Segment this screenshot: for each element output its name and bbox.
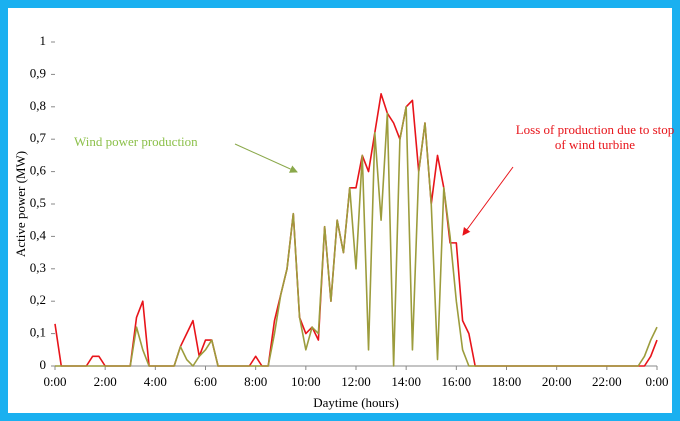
- annotation-arrow: [462, 166, 514, 236]
- x-tick-label: 10:00: [291, 374, 321, 389]
- x-tick-label: 4:00: [144, 374, 167, 389]
- y-axis-title: Active power (MW): [13, 151, 28, 257]
- y-tick-label: 0: [40, 357, 47, 372]
- x-tick-label: 8:00: [244, 374, 267, 389]
- series-line: [55, 106, 658, 367]
- x-tick-label: 16:00: [442, 374, 472, 389]
- y-tick-label: 0,9: [30, 65, 46, 80]
- y-tick-label: 0,5: [30, 195, 46, 210]
- y-tick-label: 0,2: [30, 292, 46, 307]
- y-tick-label: 0,3: [30, 260, 46, 275]
- x-tick-label: 6:00: [194, 374, 217, 389]
- y-tick-label: 0,7: [30, 130, 47, 145]
- annotation-arrow: [234, 143, 298, 173]
- y-tick-label: 0,4: [30, 227, 47, 242]
- y-tick-label: 0,6: [30, 163, 47, 178]
- y-tick-label: 0,8: [30, 98, 46, 113]
- x-tick-label: 20:00: [542, 374, 572, 389]
- x-tick-label: 22:00: [592, 374, 622, 389]
- x-tick-label: 2:00: [94, 374, 117, 389]
- x-tick-label: 12:00: [341, 374, 371, 389]
- y-tick-label: 1: [40, 33, 47, 48]
- x-tick-label: 18:00: [492, 374, 522, 389]
- annotation: Loss of production due to stop of wind t…: [515, 122, 675, 152]
- x-tick-label: 0:00: [43, 374, 66, 389]
- annotation: Wind power production: [74, 134, 198, 149]
- plot-background: [8, 8, 672, 413]
- y-tick-label: 0,1: [30, 325, 46, 340]
- x-tick-label: 0:00: [645, 374, 668, 389]
- x-tick-label: 14:00: [391, 374, 421, 389]
- x-axis-title: Daytime (hours): [313, 395, 399, 410]
